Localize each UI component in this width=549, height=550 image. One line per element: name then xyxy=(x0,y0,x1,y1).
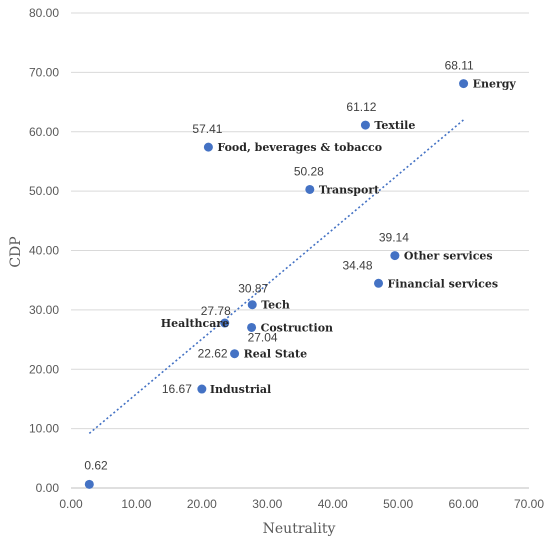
x-tick-label: 0.00 xyxy=(59,497,83,511)
data-value-label: 0.62 xyxy=(84,458,108,472)
data-value-label: 57.41 xyxy=(192,122,222,136)
data-point-name-label: Other services xyxy=(404,250,493,263)
data-value-label: 27.78 xyxy=(201,304,231,318)
x-tick-label: 20.00 xyxy=(187,497,217,511)
data-point xyxy=(247,322,257,332)
x-tick-label: 70.00 xyxy=(514,497,544,511)
data-point xyxy=(220,318,230,328)
y-tick-label: 80.00 xyxy=(29,6,59,20)
data-value-label: 39.14 xyxy=(379,231,409,245)
data-point-name-label: Costruction xyxy=(261,321,333,334)
x-tick-label: 40.00 xyxy=(318,497,348,511)
data-value-label: 34.48 xyxy=(343,258,373,272)
data-point xyxy=(360,120,370,130)
data-value-label: 16.67 xyxy=(162,382,192,396)
data-point xyxy=(374,278,384,288)
data-value-label: 50.28 xyxy=(294,164,324,178)
y-tick-label: 50.00 xyxy=(29,184,59,198)
data-point-name-label: Transport xyxy=(319,183,380,196)
x-tick-label: 50.00 xyxy=(383,497,413,511)
data-point xyxy=(203,142,213,152)
data-point xyxy=(230,349,240,359)
x-tick-label: 30.00 xyxy=(252,497,282,511)
y-tick-label: 0.00 xyxy=(36,481,60,495)
data-value-label: 68.11 xyxy=(445,59,474,73)
y-tick-label: 60.00 xyxy=(29,125,59,139)
data-point-name-label: Industrial xyxy=(210,383,271,396)
trendline-layer xyxy=(88,119,465,434)
y-axis-title: CDP xyxy=(8,236,24,267)
y-tick-label: 30.00 xyxy=(29,303,59,317)
gridlines xyxy=(71,12,529,430)
data-point-name-label: Tech xyxy=(261,299,290,312)
trendline xyxy=(88,119,465,434)
data-point xyxy=(84,479,94,489)
y-tick-label: 40.00 xyxy=(29,244,59,258)
x-tick-label: 10.00 xyxy=(121,497,151,511)
data-point-name-label: Real State xyxy=(244,348,308,361)
data-point-name-label: Healthcare xyxy=(161,317,229,330)
x-axis-title: Neutrality xyxy=(263,521,336,537)
data-value-label: 61.12 xyxy=(346,100,376,114)
data-point xyxy=(305,184,315,194)
y-tick-label: 20.00 xyxy=(29,362,59,376)
data-points xyxy=(84,79,469,489)
data-point-name-label: Financial services xyxy=(388,277,499,290)
data-point xyxy=(247,300,257,310)
data-point-name-label: Food, beverages & tobacco xyxy=(217,141,382,154)
data-point-name-label: Energy xyxy=(473,78,517,91)
y-tick-label: 70.00 xyxy=(29,65,59,79)
axes: 0.00 10.00 20.00 30.00 40.00 50.00 60.00 70.00 8… xyxy=(29,6,544,511)
data-point xyxy=(197,384,207,394)
x-tick-label: 60.00 xyxy=(449,497,479,511)
data-point-name-label: Textile xyxy=(374,119,415,132)
data-point xyxy=(390,251,400,261)
y-tick-label: 10.00 xyxy=(29,422,59,436)
data-point xyxy=(459,79,469,89)
data-value-label: 22.62 xyxy=(198,347,228,361)
data-value-label: 30.87 xyxy=(238,282,268,296)
data-labels: 68.11 Energy 61.12 Textile 57.41 Food, bevera… xyxy=(84,59,516,473)
data-value-label: 27.04 xyxy=(248,330,278,344)
